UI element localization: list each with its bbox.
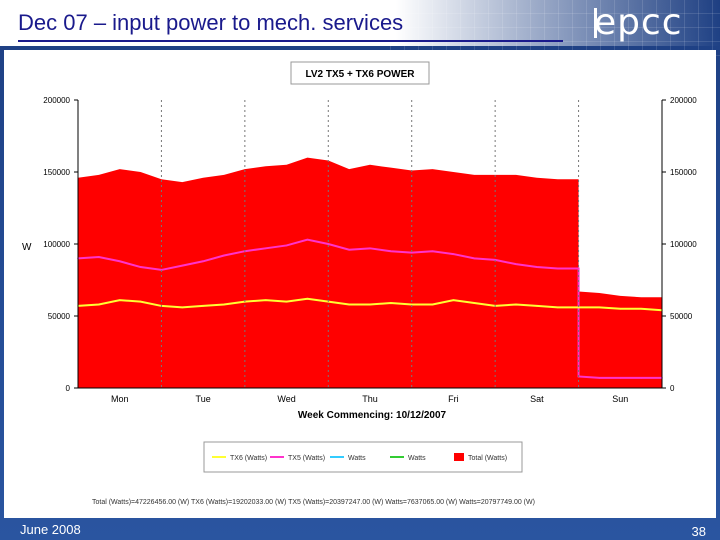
series-point-1-18 [452,253,455,255]
x-tick-label: Mon [111,394,129,404]
y-tick-label-left: 200000 [43,96,70,105]
series-point-2-5 [181,306,184,309]
y-tick-label-left: 0 [66,384,71,393]
series-point-1-5 [181,264,184,267]
series-point-1-11 [306,238,309,241]
y-tick-label-left: 50000 [48,312,71,321]
y-tick-label-left: 150000 [43,168,70,177]
logo-text: epcc [594,2,683,43]
slide-title: Dec 07 – input power to mech. services [18,10,404,35]
series-point-1-2 [118,260,121,263]
series-point-1-27 [640,377,642,379]
series-point-1-22 [536,266,538,268]
series-point-2-10 [285,300,288,303]
series-point-1-23 [556,267,559,270]
series-point-2-15 [390,302,392,304]
series-point-2-22 [536,305,538,307]
x-tick-label: Fri [448,394,459,404]
legend-entry: Total (Watts) [468,455,507,462]
series-point-2-21 [515,303,517,306]
series-point-1-12 [327,243,330,245]
series-point-1-1 [98,256,100,258]
series-point-1-13 [348,248,350,251]
chart-panel: LV2 TX5 + TX6 POWER W Week Commencing: 1… [4,50,716,518]
x-tick-label: Thu [362,394,378,404]
y-axis-label: W [22,242,32,253]
y-tick-label-right: 200000 [670,96,697,105]
y-tick-label-right: 100000 [670,240,697,249]
logo-bar-icon [594,8,597,38]
series-point-2-1 [98,303,100,306]
series-point-1-19 [473,257,476,260]
series-point-1-7 [223,254,225,257]
series-point-2-16 [410,303,413,306]
series-point-2-9 [264,299,267,301]
series-point-2-17 [431,303,434,306]
series-point-2-19 [473,302,476,304]
series-point-2-25 [598,306,601,309]
x-axis-title: Week Commencing: 10/12/2007 [298,410,447,421]
legend-entry: TX5 (Watts) [288,455,325,462]
series-point-2-23 [556,306,559,309]
footer-date: June 2008 [20,522,81,537]
series-point-2-18 [452,299,455,301]
series-point-1-21 [515,263,517,265]
series-point-2-6 [202,305,204,307]
series-point-2-13 [348,303,350,306]
series-area-total [78,157,662,388]
legend-entry: Watts [408,455,426,462]
y-tick-label-left: 100000 [43,240,70,249]
epcc-logo: epcc [594,2,683,43]
y-tick-label-right: 50000 [670,312,693,321]
page-number: 38 [691,524,706,539]
series-point-1-15 [390,250,392,252]
legend-entry: Watts [348,455,366,462]
series-point-1-14 [369,247,371,250]
series-point-2-27 [640,308,642,310]
series-point-1-26 [619,377,622,379]
x-tick-label: Tue [196,394,211,404]
series-point-1-16 [410,251,413,254]
legend-entry: TX6 (Watts) [230,455,267,462]
chart-title: LV2 TX5 + TX6 POWER [305,69,415,80]
legend-swatch [454,453,464,461]
series-point-2-3 [139,300,142,303]
power-chart: LV2 TX5 + TX6 POWER W Week Commencing: 1… [22,61,697,506]
x-tick-label: Sat [530,394,544,404]
x-tick-label: Sun [612,394,628,404]
title-band [0,0,720,46]
stats-line: Total (Watts)=47226456.00 (W) TX6 (Watts… [92,499,535,506]
title-underline [18,40,563,42]
series-point-1-3 [139,266,142,268]
chart-title-box [290,61,430,85]
y-tick-label-right: 0 [670,384,675,393]
series-point-1-9 [264,247,267,250]
series-point-2-14 [369,303,371,306]
series-point-1-25 [598,377,601,379]
y-tick-label-right: 150000 [670,168,697,177]
series-point-1-17 [431,250,434,252]
series-point-2-26 [619,308,622,310]
series-point-1-10 [285,244,288,247]
series-point-2-7 [223,303,225,306]
x-tick-label: Wed [277,394,295,404]
series-point-2-2 [118,299,121,301]
legend-box [203,441,523,473]
series-point-1-6 [202,260,204,263]
series-point-2-11 [306,297,309,300]
